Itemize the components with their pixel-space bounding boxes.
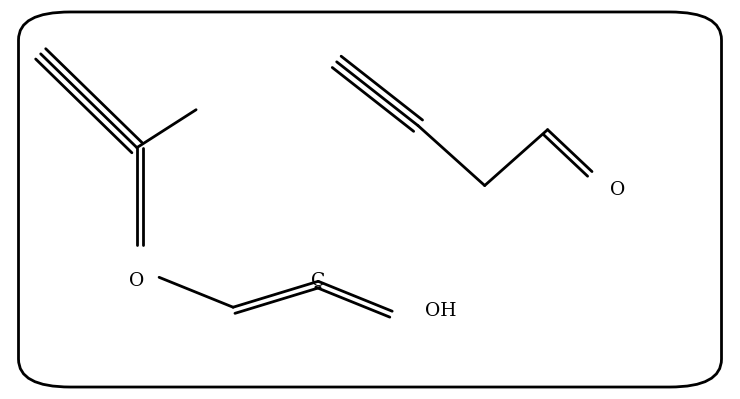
Text: O: O (610, 180, 625, 199)
Text: C: C (311, 272, 326, 290)
Text: O: O (130, 272, 144, 290)
Text: OH: OH (425, 302, 456, 320)
